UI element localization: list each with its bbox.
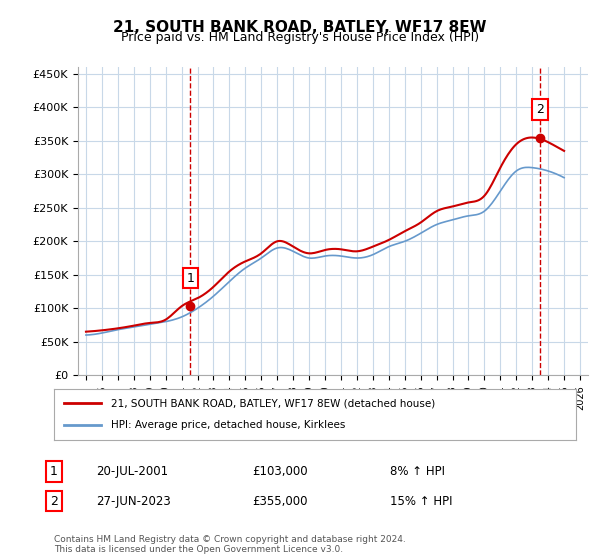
Text: £103,000: £103,000 (252, 465, 308, 478)
Text: HPI: Average price, detached house, Kirklees: HPI: Average price, detached house, Kirk… (112, 421, 346, 431)
Text: 20-JUL-2001: 20-JUL-2001 (96, 465, 168, 478)
Text: 27-JUN-2023: 27-JUN-2023 (96, 494, 171, 508)
Text: 15% ↑ HPI: 15% ↑ HPI (390, 494, 452, 508)
Text: 1: 1 (187, 272, 194, 284)
Text: 2: 2 (50, 494, 58, 508)
Text: 1: 1 (50, 465, 58, 478)
Text: Contains HM Land Registry data © Crown copyright and database right 2024.
This d: Contains HM Land Registry data © Crown c… (54, 535, 406, 554)
Text: 8% ↑ HPI: 8% ↑ HPI (390, 465, 445, 478)
Text: 21, SOUTH BANK ROAD, BATLEY, WF17 8EW (detached house): 21, SOUTH BANK ROAD, BATLEY, WF17 8EW (d… (112, 398, 436, 408)
Text: 21, SOUTH BANK ROAD, BATLEY, WF17 8EW: 21, SOUTH BANK ROAD, BATLEY, WF17 8EW (113, 20, 487, 35)
Text: Price paid vs. HM Land Registry's House Price Index (HPI): Price paid vs. HM Land Registry's House … (121, 31, 479, 44)
Text: 2: 2 (536, 103, 544, 116)
Text: £355,000: £355,000 (252, 494, 308, 508)
